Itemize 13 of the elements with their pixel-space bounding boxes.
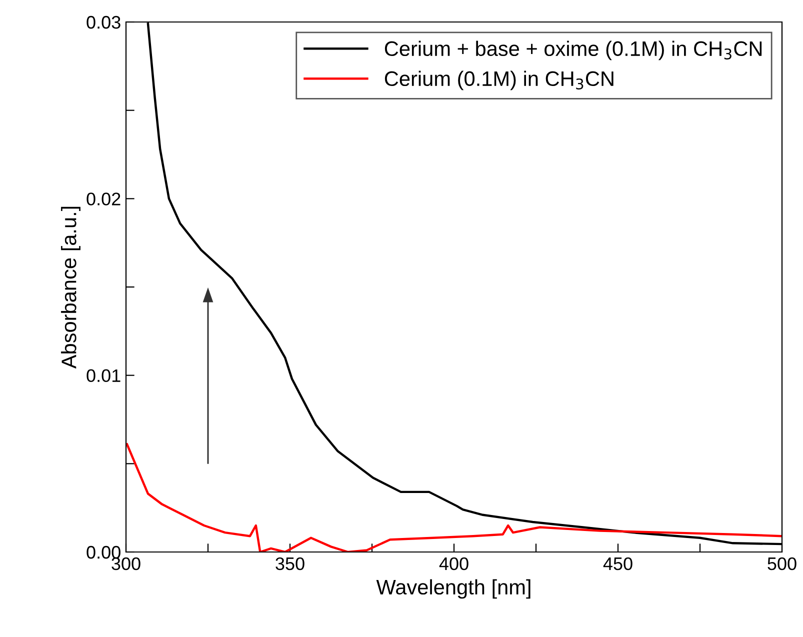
x-tick-label: 450 (603, 557, 632, 570)
x-tick-label: 400 (439, 557, 468, 570)
y-tick-label: 0.01 (86, 369, 120, 382)
y-tick-label: 0.00 (86, 546, 120, 559)
x-tick-label: 300 (112, 557, 140, 570)
y-tick-label: 0.03 (86, 16, 120, 29)
legend-label: Cerium (0.1M) in CH$_{3}$CN (384, 70, 614, 90)
x-tick-label: 350 (276, 557, 304, 570)
y-tick-label: 0.02 (86, 192, 120, 206)
x-tick-label: 500 (768, 557, 796, 570)
legend-label: Cerium + base + oxime (0.1M) in CH$_{3}$CN (384, 40, 762, 60)
y-axis-title: Absorbance [a.u.] (61, 206, 80, 369)
x-axis-title: Wavelength [nm] (376, 579, 530, 599)
